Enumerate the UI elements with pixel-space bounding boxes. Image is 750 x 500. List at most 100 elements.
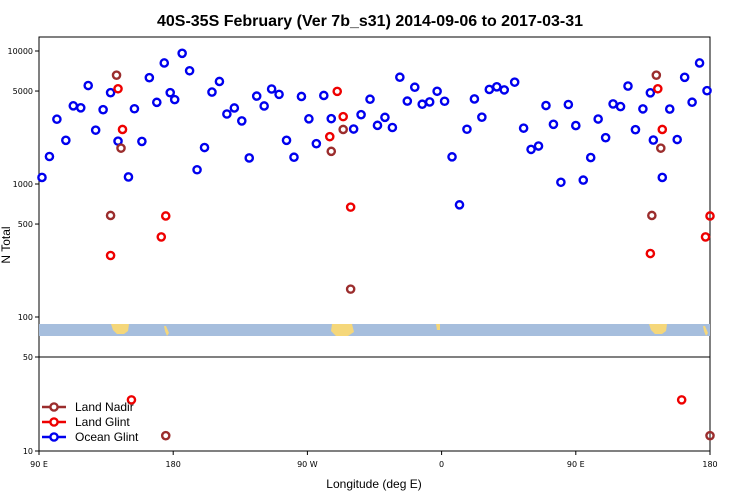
- ocean-glint-point: [356, 109, 366, 120]
- land-australia-1: [111, 324, 129, 334]
- land-glint-point: [657, 124, 668, 135]
- ocean-glint-point: [214, 76, 225, 87]
- plot-frame: [38, 36, 711, 452]
- x-tick-label: 180: [702, 460, 717, 469]
- ocean-glint-point: [477, 112, 487, 122]
- land-glint-point: [645, 248, 656, 259]
- land-nadir-point: [705, 430, 715, 441]
- map-strip: [39, 324, 710, 336]
- land-nadir-point: [111, 70, 122, 80]
- ocean-glint-point: [151, 97, 162, 108]
- ocean-glint-point: [409, 82, 420, 93]
- ocean-glint-point: [289, 152, 299, 163]
- ocean-glint-point: [169, 94, 180, 105]
- legend-marker-ocean-glint: [49, 432, 59, 442]
- y-axis-lower: 10 50: [23, 353, 39, 456]
- ocean-glint-point: [165, 87, 176, 98]
- land-africa: [436, 324, 440, 330]
- ocean-glint-point: [469, 94, 480, 104]
- land-nadir-point: [651, 70, 662, 80]
- land-nadir-point: [345, 284, 356, 294]
- ocean-glint-point: [439, 96, 450, 107]
- x-tick-label: 90 E: [567, 460, 585, 469]
- ocean-glint-point: [648, 135, 659, 145]
- x-tick-label: 90 W: [297, 460, 318, 469]
- ocean-glint-point: [664, 104, 675, 114]
- ocean-glint-point: [105, 87, 116, 98]
- land-australia-2: [649, 324, 667, 334]
- chart-title: 40S-35S February (Ver 7b_s31) 2014-09-06…: [157, 13, 583, 30]
- ocean-glint-point: [37, 172, 47, 183]
- ocean-glint-point: [509, 77, 520, 87]
- land-nadir-point: [647, 210, 657, 221]
- ocean-glint-point: [548, 119, 559, 130]
- land-glint-point: [332, 86, 343, 97]
- ocean-glint-point: [563, 99, 574, 110]
- ocean-glint-point: [281, 135, 292, 146]
- ocean-glint-point: [638, 104, 648, 114]
- land-nadir-point: [116, 143, 126, 153]
- ocean-glint-point: [687, 97, 697, 108]
- y-tick-label: 1000: [13, 180, 33, 189]
- ocean-glint-point: [129, 103, 140, 114]
- land-glint-point: [676, 395, 687, 405]
- ocean-glint-point: [311, 138, 322, 149]
- land-glint-point: [113, 83, 123, 94]
- ocean-glint-point: [484, 84, 495, 95]
- ocean-glint-point: [259, 101, 269, 111]
- y-axis-upper: 100 500 1000 5000 10000: [8, 47, 39, 322]
- ocean-glint-point: [615, 101, 626, 112]
- ocean-glint-point: [98, 104, 108, 115]
- ocean-glint-point: [600, 132, 611, 143]
- ocean-glint-point: [491, 82, 502, 92]
- data-points: [37, 48, 715, 441]
- land-glint-point: [705, 211, 715, 221]
- land-nadir-point: [338, 124, 348, 135]
- y-tick-label: 5000: [13, 87, 33, 96]
- x-axis: 90 E 180 90 W 0 90 E 180: [30, 451, 718, 469]
- legend-marker-land-nadir: [49, 402, 59, 412]
- ocean-glint-point: [402, 96, 413, 106]
- ocean-glint-point: [274, 89, 284, 100]
- ocean-glint-point: [83, 80, 94, 91]
- legend-marker-land-glint: [49, 417, 59, 427]
- ocean-glint-point: [326, 113, 337, 124]
- ocean-glint-point: [372, 120, 383, 131]
- ocean-glint-point: [177, 48, 187, 59]
- ocean-glint-point: [319, 90, 329, 101]
- ocean-glint-point: [395, 72, 405, 83]
- ocean-glint-point: [526, 144, 536, 155]
- ocean-glint-point: [44, 151, 55, 162]
- y-tick-label: 500: [18, 220, 33, 229]
- x-tick-label: 180: [166, 460, 181, 469]
- land-new-zealand-1: [164, 326, 169, 336]
- ocean-glint-point: [123, 172, 134, 182]
- ocean-glint-point: [236, 116, 247, 126]
- ocean-glint-point: [623, 81, 633, 91]
- y-tick-label: 10000: [8, 47, 33, 56]
- ocean-glint-point: [61, 135, 71, 146]
- ocean-glint-point: [68, 101, 79, 111]
- ocean-glint-point: [657, 172, 668, 183]
- ocean-glint-point: [462, 124, 472, 135]
- y-tick-label: 100: [18, 313, 33, 322]
- ocean-glint-point: [556, 177, 566, 188]
- ocean-glint-point: [380, 112, 390, 123]
- land-nadir-point: [655, 143, 666, 153]
- land-glint-point: [156, 232, 167, 242]
- ocean-glint-point: [630, 124, 641, 135]
- ocean-glint-point: [192, 164, 202, 175]
- ocean-glint-point: [137, 136, 147, 147]
- ocean-glint-point: [424, 97, 435, 107]
- x-tick-label: 0: [439, 460, 444, 469]
- ocean-glint-point: [578, 175, 589, 185]
- ocean-glint-point: [199, 142, 210, 153]
- land-glint-point: [700, 232, 711, 242]
- land-glint-point: [160, 211, 171, 221]
- ocean-glint-point: [571, 120, 581, 131]
- x-tick-label: 90 E: [30, 460, 48, 469]
- land-glint-point: [117, 124, 128, 135]
- y-tick-label: 10: [23, 447, 33, 456]
